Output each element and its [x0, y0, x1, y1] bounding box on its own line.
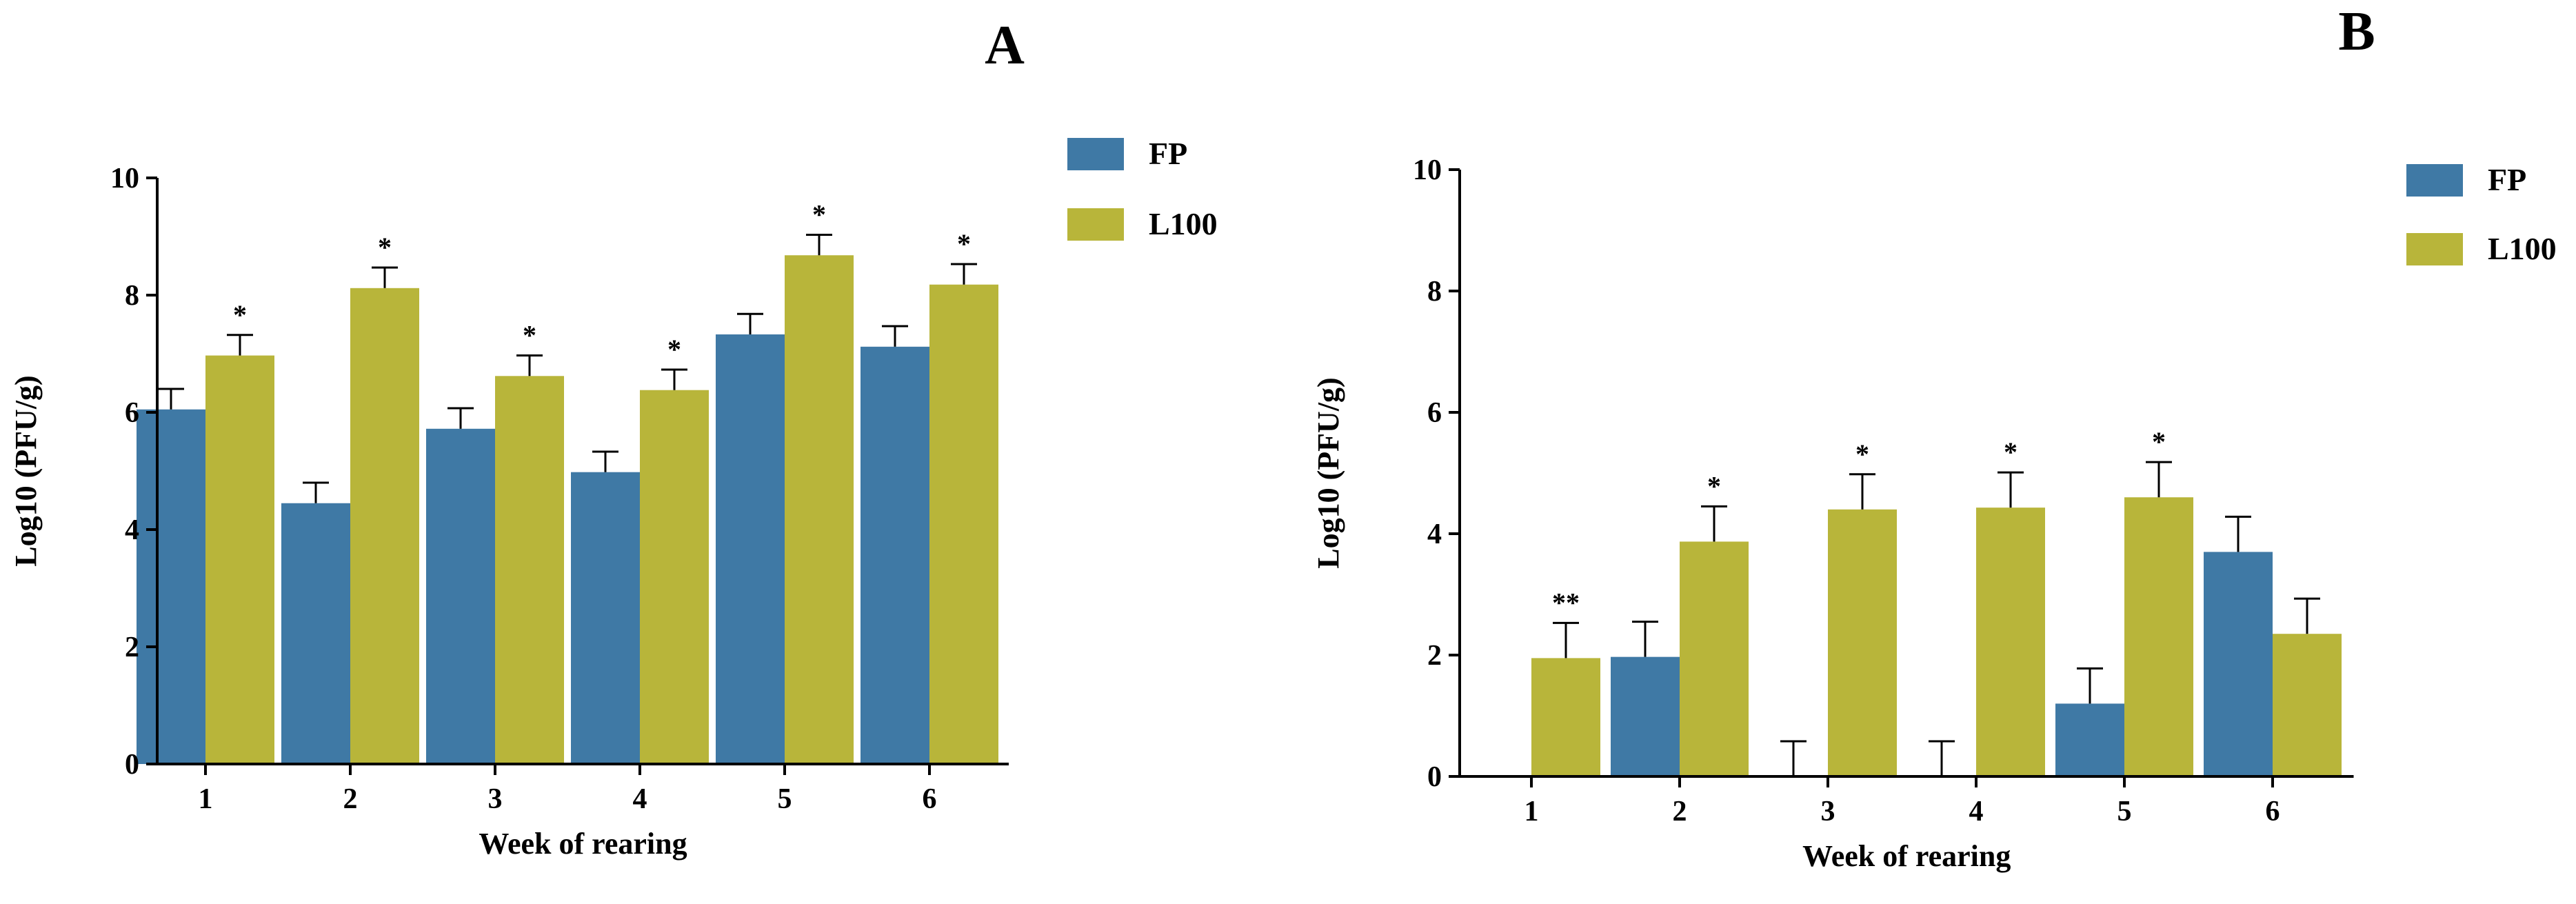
x-tick-label: 1	[1525, 796, 1539, 827]
x-tick-label: 5	[778, 783, 792, 815]
y-tick-label: 2	[1427, 640, 1442, 672]
bar-l100-week-4	[640, 390, 709, 764]
bar-l100-week-2	[1680, 541, 1749, 776]
y-axis-title: Log10 (PFU/g)	[1311, 377, 1345, 568]
x-tick-label: 2	[1673, 796, 1687, 827]
y-tick-label: 0	[1427, 761, 1442, 793]
bar-fp-week-5	[716, 334, 785, 764]
significance-marker: *	[233, 299, 247, 330]
bar-fp-week-6	[2204, 552, 2273, 776]
bar-l100-week-1	[205, 355, 274, 764]
y-tick-label: 4	[125, 514, 139, 546]
x-tick-label: 6	[923, 783, 937, 815]
y-tick-label: 4	[1427, 519, 1442, 550]
bar-l100-week-5	[785, 255, 854, 764]
x-axis-title: Week of rearing	[1802, 839, 2011, 873]
y-tick-label: 10	[1413, 154, 1442, 186]
y-tick-label: 6	[125, 397, 139, 429]
bar-fp-week-6	[861, 346, 929, 764]
x-tick-label: 6	[2266, 796, 2280, 827]
legend-swatch-fp	[2406, 164, 2463, 197]
significance-marker: *	[812, 199, 826, 230]
legend-swatch-l100	[2406, 233, 2463, 265]
bar-fp-week-2	[281, 503, 350, 764]
y-tick-label: 10	[110, 163, 139, 194]
significance-marker: *	[2152, 426, 2166, 457]
y-axis-title: Log10 (PFU/g)	[9, 375, 43, 566]
bar-l100-week-2	[350, 288, 419, 764]
panel-label: A	[985, 15, 1025, 76]
bar-l100-week-3	[1828, 509, 1897, 776]
bar-l100-week-6	[929, 284, 998, 764]
significance-marker: *	[667, 334, 681, 365]
x-tick-label: 1	[199, 783, 213, 815]
significance-marker: *	[2004, 436, 2017, 468]
y-tick-label: 0	[125, 749, 139, 781]
bar-l100-week-3	[495, 376, 564, 764]
legend-label-fp: FP	[2488, 162, 2526, 197]
significance-marker: *	[1855, 439, 1869, 470]
bar-fp-week-5	[2055, 703, 2124, 776]
bar-l100-week-1	[1531, 658, 1600, 776]
significance-marker: **	[1552, 587, 1580, 618]
legend-label-fp: FP	[1149, 136, 1187, 171]
bar-fp-week-2	[1611, 656, 1680, 776]
x-tick-label: 3	[488, 783, 503, 815]
legend-label-l100: L100	[1149, 206, 1218, 241]
x-axis-title: Week of rearing	[479, 827, 687, 861]
x-tick-label: 4	[633, 783, 647, 815]
bar-l100-week-5	[2124, 497, 2193, 776]
x-tick-label: 2	[343, 783, 358, 815]
x-tick-label: 3	[1821, 796, 1835, 827]
x-tick-label: 4	[1969, 796, 1984, 827]
panel-label: B	[2338, 1, 2375, 62]
bar-fp-week-4	[571, 472, 640, 764]
bar-fp-week-3	[426, 428, 495, 764]
significance-marker: *	[378, 232, 392, 263]
bar-l100-week-6	[2273, 634, 2342, 776]
y-tick-label: 2	[125, 632, 139, 663]
significance-marker: *	[957, 228, 971, 259]
bar-fp-week-1	[137, 409, 205, 764]
legend-label-l100: L100	[2488, 231, 2557, 266]
significance-marker: *	[1707, 470, 1721, 501]
y-tick-label: 6	[1427, 397, 1442, 429]
y-tick-label: 8	[1427, 276, 1442, 308]
legend-swatch-fp	[1067, 138, 1124, 170]
y-tick-label: 8	[125, 280, 139, 312]
legend-swatch-l100	[1067, 208, 1124, 241]
bar-l100-week-4	[1976, 508, 2045, 776]
x-tick-label: 5	[2117, 796, 2132, 827]
significance-marker: *	[523, 320, 536, 351]
